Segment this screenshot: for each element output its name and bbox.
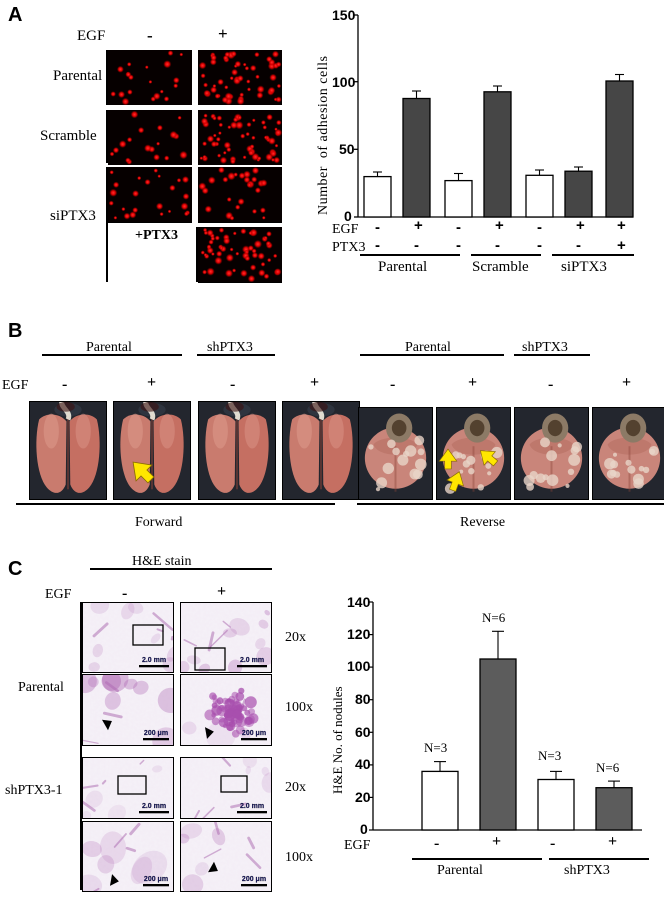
- svg-text:200 μm: 200 μm: [144, 876, 168, 883]
- svg-text:200 μm: 200 μm: [144, 730, 168, 737]
- svg-text:200 μm: 200 μm: [242, 876, 266, 883]
- svg-text:2.0 mm: 2.0 mm: [240, 657, 264, 664]
- svg-text:200 μm: 200 μm: [242, 730, 266, 737]
- svg-text:2.0 mm: 2.0 mm: [142, 657, 166, 664]
- svg-text:2.0 mm: 2.0 mm: [240, 803, 264, 810]
- svg-text:2.0 mm: 2.0 mm: [142, 803, 166, 810]
